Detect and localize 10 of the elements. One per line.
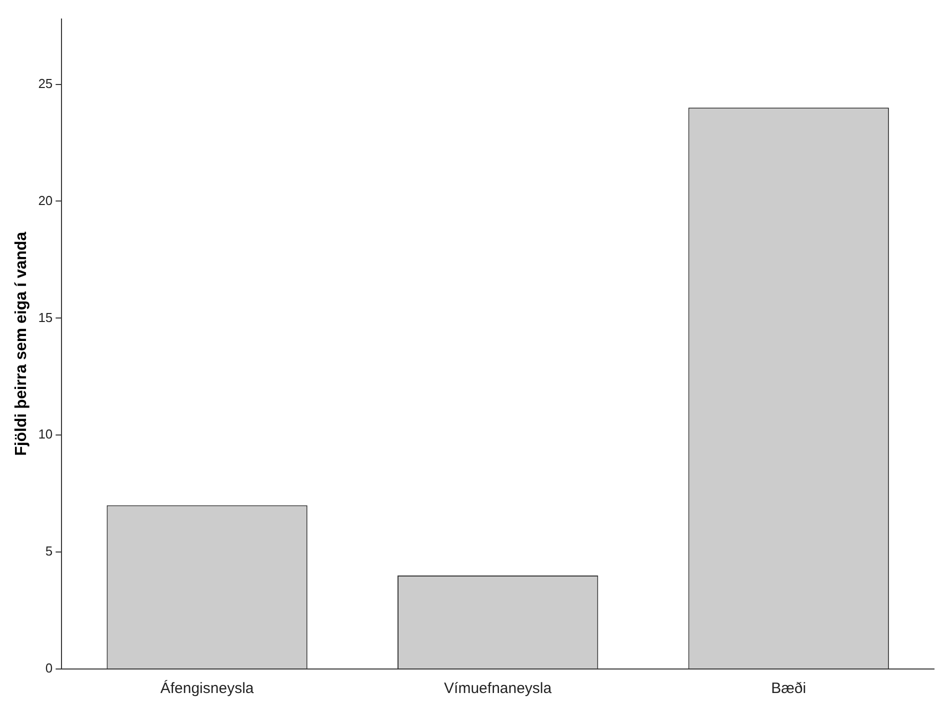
y-tick-label: 10 — [38, 426, 53, 442]
y-axis-title: Fjöldi þeirra sem eiga í vanda — [13, 232, 30, 456]
y-tick-label: 25 — [38, 76, 53, 91]
y-tick-label: 20 — [38, 192, 53, 208]
y-tick-label: 0 — [45, 660, 53, 676]
y-tick-label: 5 — [45, 544, 53, 559]
x-tick-label: Bæði — [771, 680, 806, 698]
x-tick-label: Vímuefnaneysla — [444, 680, 552, 698]
x-tick-label: Áfengisneysla — [160, 679, 254, 698]
y-tick-label: 15 — [38, 310, 53, 325]
